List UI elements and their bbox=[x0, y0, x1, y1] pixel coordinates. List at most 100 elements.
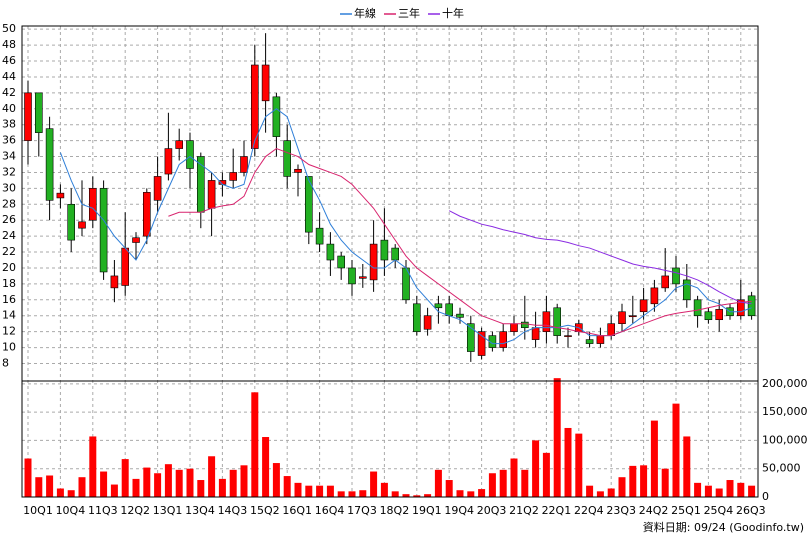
volume-bar bbox=[78, 477, 86, 497]
candle-body bbox=[89, 188, 97, 221]
volume-bar bbox=[46, 475, 54, 497]
volume-bar bbox=[348, 491, 356, 497]
volume-bar bbox=[478, 489, 486, 497]
x-tick-label: 25Q1 bbox=[671, 504, 701, 517]
candle-body bbox=[34, 92, 43, 133]
candle-body bbox=[283, 140, 292, 177]
volume-bar bbox=[424, 494, 432, 497]
candle-body bbox=[56, 192, 65, 199]
volume-bar bbox=[456, 490, 464, 497]
volume-bar bbox=[607, 488, 615, 497]
y-tick-label: 30 bbox=[2, 181, 16, 194]
candle-body bbox=[628, 315, 637, 318]
candle-body bbox=[499, 331, 508, 348]
volume-bar bbox=[672, 403, 680, 497]
x-tick-label: 16Q4 bbox=[315, 504, 345, 517]
volume-tick-label: 200,000 bbox=[762, 377, 808, 390]
x-tick-label: 10Q4 bbox=[56, 504, 86, 517]
volume-bar bbox=[618, 477, 626, 497]
volume-tick-label: 100,000 bbox=[762, 433, 808, 446]
candle-body bbox=[240, 156, 248, 173]
y-tick-label: 48 bbox=[2, 38, 16, 51]
candle-body bbox=[747, 295, 756, 317]
candle-body bbox=[618, 311, 626, 324]
candle-body bbox=[348, 267, 356, 285]
volume-bar bbox=[143, 467, 151, 497]
candle-body bbox=[337, 255, 346, 269]
volume-bar bbox=[121, 459, 129, 497]
volume-bar bbox=[326, 485, 334, 497]
x-tick-label: 22Q4 bbox=[574, 504, 604, 517]
volume-bar bbox=[726, 480, 734, 497]
volume-bar bbox=[132, 478, 140, 497]
volume-bar bbox=[488, 473, 496, 497]
volume-bar bbox=[208, 456, 216, 497]
candle-body bbox=[704, 311, 713, 321]
candle-body bbox=[477, 331, 486, 356]
legend-label: 十年 bbox=[442, 6, 464, 20]
candle-body bbox=[251, 64, 259, 149]
x-tick-label: 14Q3 bbox=[218, 504, 248, 517]
volume-bar bbox=[553, 378, 561, 497]
candle-body bbox=[326, 243, 335, 261]
candle-body bbox=[693, 299, 702, 317]
volume-bar bbox=[683, 436, 691, 497]
x-tick-label: 19Q4 bbox=[444, 504, 474, 517]
volume-bar bbox=[35, 477, 43, 497]
volume-bar bbox=[24, 458, 32, 497]
x-tick-label: 20Q3 bbox=[477, 504, 507, 517]
x-tick-label: 24Q2 bbox=[639, 504, 669, 517]
y-tick-label: 22 bbox=[2, 245, 16, 258]
volume-bar bbox=[402, 494, 410, 497]
x-tick-label: 21Q2 bbox=[509, 504, 539, 517]
y-tick-label: 34 bbox=[2, 150, 16, 163]
candle-body bbox=[164, 148, 173, 175]
candle-body bbox=[391, 247, 400, 261]
candle-body bbox=[24, 92, 32, 141]
y-tick-label: 50 bbox=[2, 22, 16, 35]
volume-bar bbox=[110, 484, 118, 497]
candle-body bbox=[434, 303, 443, 309]
volume-bar bbox=[197, 480, 205, 497]
candle-body bbox=[294, 168, 302, 173]
candle-body bbox=[564, 335, 572, 337]
x-tick-label: 15Q2 bbox=[250, 504, 280, 517]
volume-bar bbox=[467, 491, 475, 497]
candle-body bbox=[596, 335, 605, 344]
volume-bar bbox=[305, 485, 313, 497]
candle-body bbox=[261, 64, 270, 102]
candle-body bbox=[639, 299, 648, 313]
volume-bar bbox=[316, 485, 324, 497]
y-tick-label: 38 bbox=[2, 118, 16, 131]
y-tick-label: 14 bbox=[2, 309, 16, 322]
candle-body bbox=[585, 339, 594, 344]
volume-bar bbox=[175, 469, 183, 497]
volume-bar bbox=[564, 427, 572, 497]
volume-bar bbox=[715, 488, 723, 497]
candle-body bbox=[121, 247, 129, 286]
candle-body bbox=[143, 192, 151, 237]
x-tick-label: 17Q3 bbox=[347, 504, 377, 517]
candle-body bbox=[542, 311, 551, 332]
volume-bar bbox=[294, 482, 302, 497]
x-tick-label: 18Q2 bbox=[380, 504, 410, 517]
volume-tick-label: 0 bbox=[762, 490, 769, 503]
volume-bar bbox=[413, 495, 421, 497]
candle-body bbox=[153, 176, 162, 201]
y-tick-label: 40 bbox=[2, 102, 16, 115]
candle-body bbox=[520, 321, 529, 328]
volume-bar bbox=[650, 420, 658, 497]
candle-body bbox=[45, 128, 54, 201]
candle-body bbox=[466, 323, 475, 352]
moving-average-line bbox=[448, 210, 752, 305]
volume-bar bbox=[499, 469, 507, 497]
volume-bar bbox=[596, 491, 604, 497]
x-tick-label: 19Q1 bbox=[412, 504, 442, 517]
y-tick-label: 26 bbox=[2, 213, 16, 226]
volume-bar bbox=[240, 465, 248, 497]
y-tick-label: 20 bbox=[2, 261, 16, 274]
candle-body bbox=[672, 267, 680, 285]
volume-bar bbox=[337, 491, 345, 497]
volume-bar bbox=[694, 482, 702, 497]
